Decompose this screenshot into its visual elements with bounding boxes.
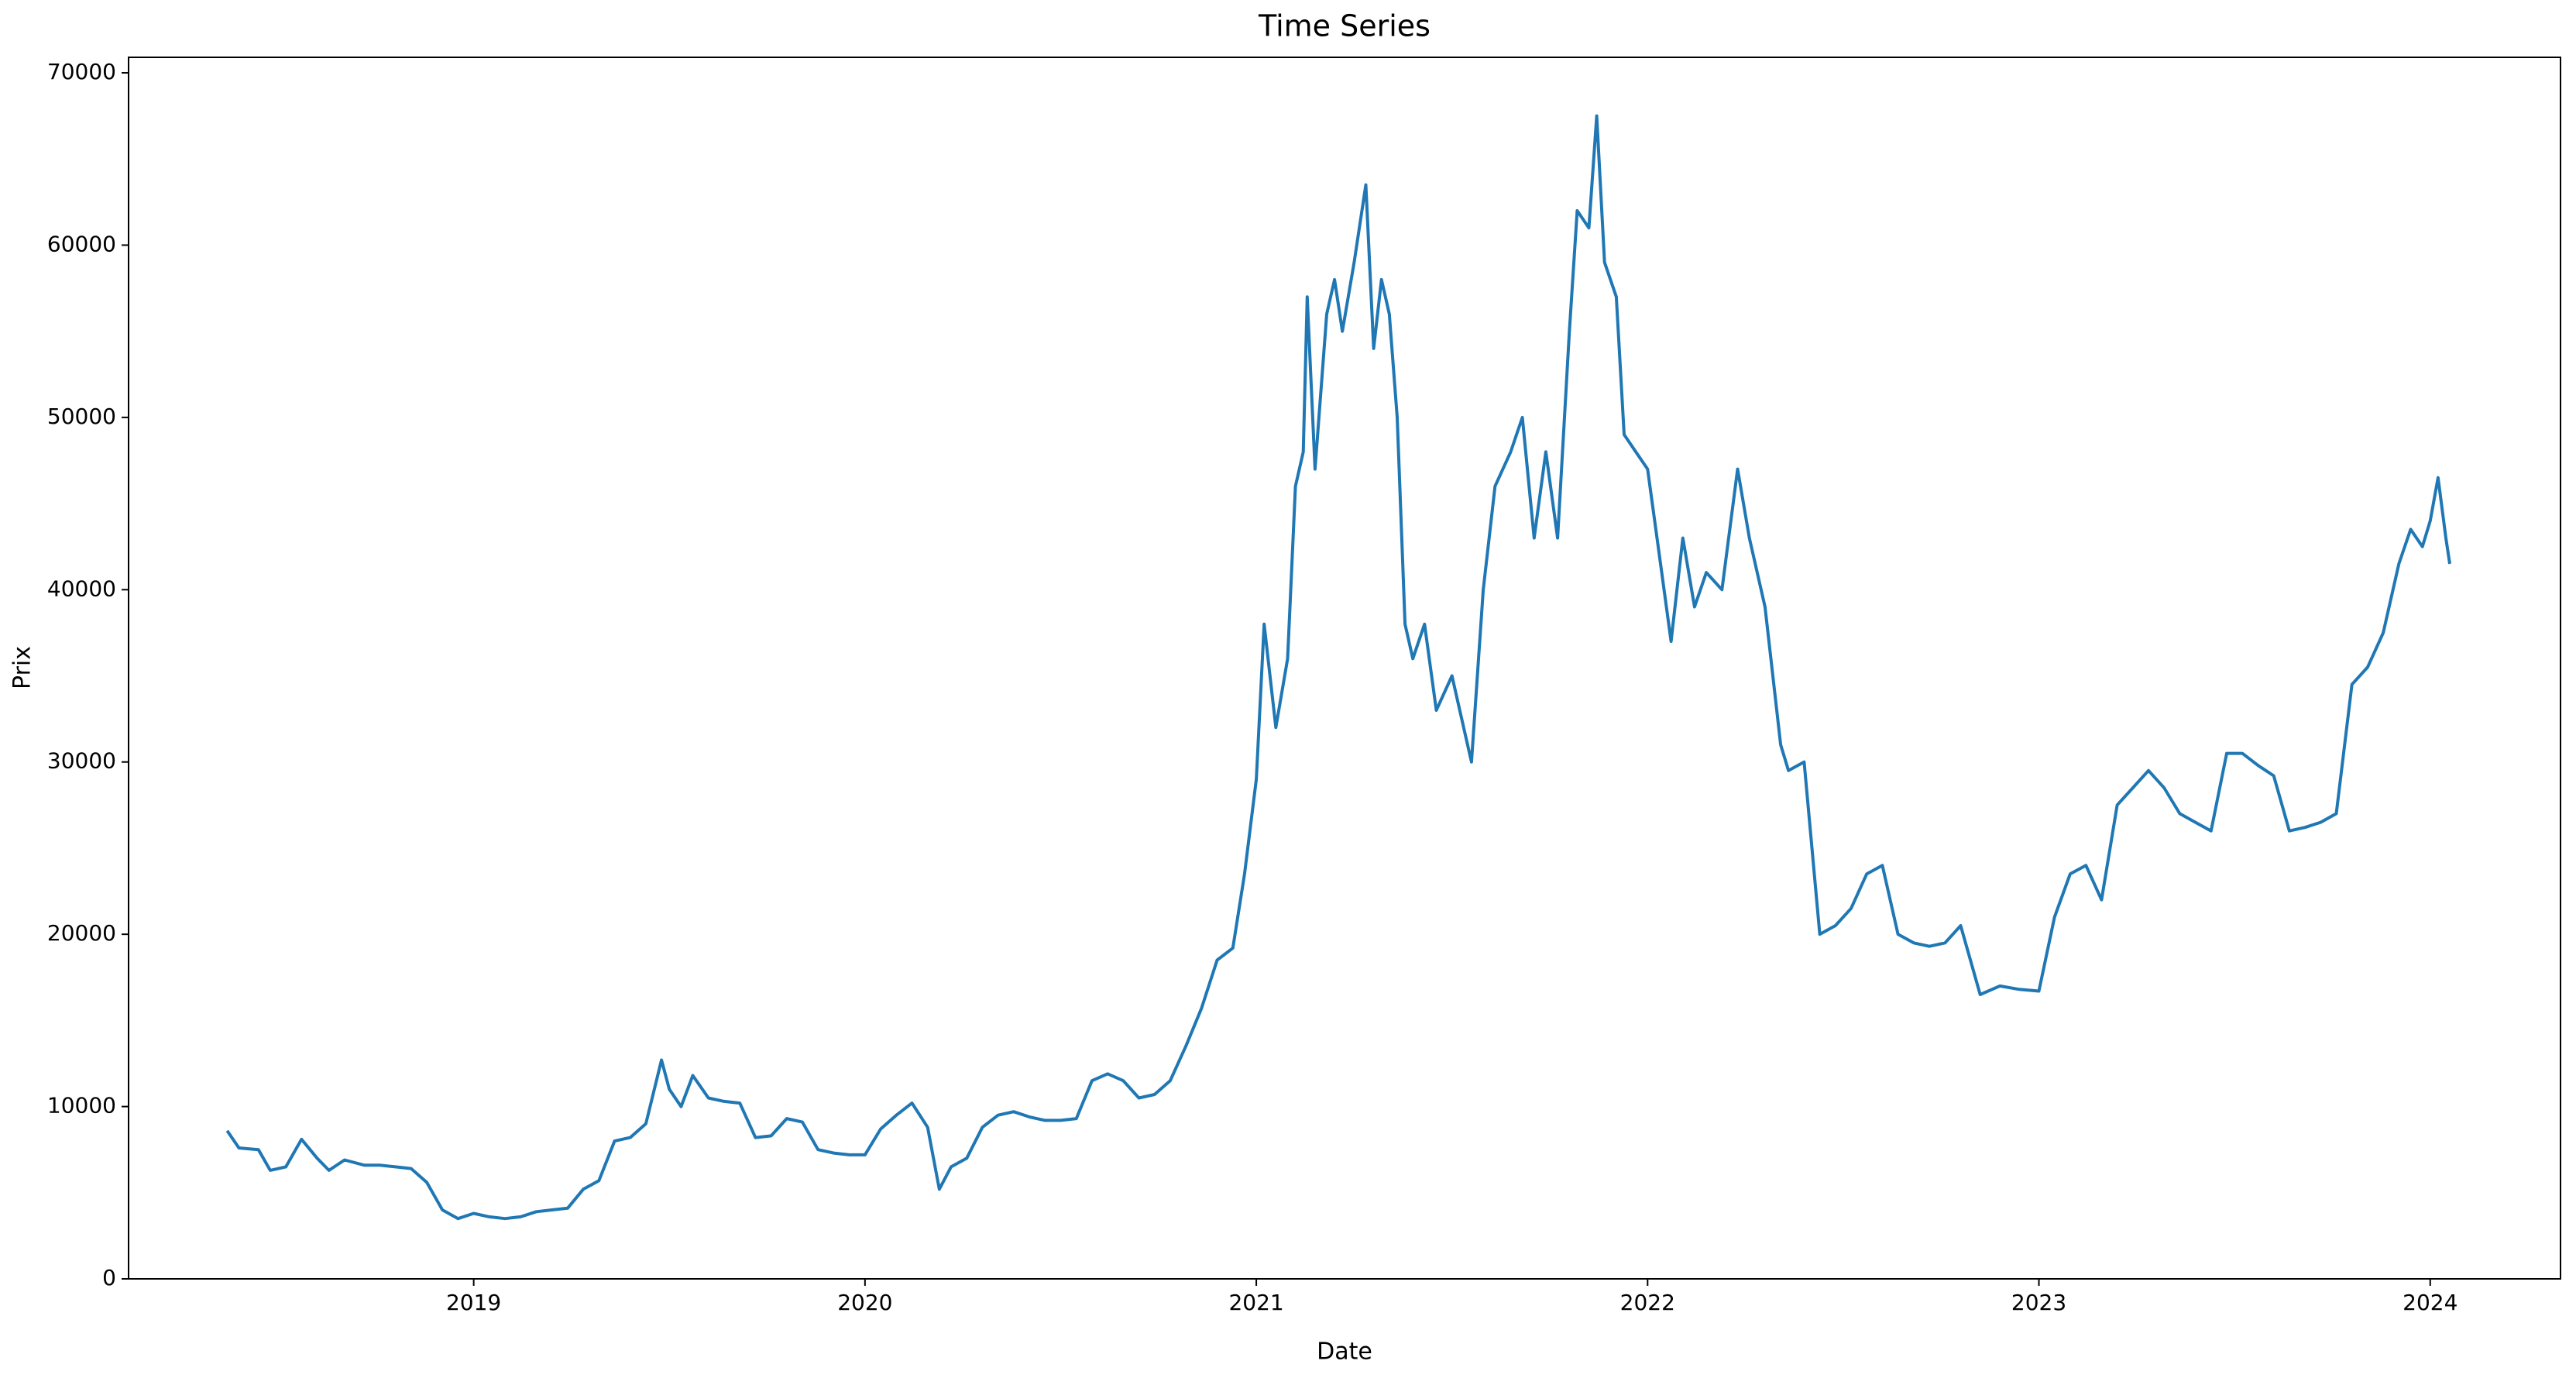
x-tick-label: 2022 <box>1620 1290 1675 1315</box>
y-axis-label: Prix <box>9 646 36 689</box>
y-tick-label: 20000 <box>47 920 116 946</box>
x-axis-label: Date <box>1317 1338 1372 1366</box>
x-tick-label: 2020 <box>837 1290 892 1315</box>
y-tick-label: 10000 <box>47 1093 116 1119</box>
x-tick-label: 2024 <box>2403 1290 2458 1315</box>
y-tick-label: 70000 <box>47 59 116 84</box>
price-line <box>225 114 2451 1221</box>
y-tick-label: 40000 <box>47 576 116 601</box>
y-tick-label: 50000 <box>47 404 116 429</box>
y-tick-label: 60000 <box>47 231 116 256</box>
y-tick-label: 30000 <box>47 748 116 774</box>
x-tick-label: 2023 <box>2011 1290 2066 1315</box>
y-tick-label: 0 <box>102 1265 116 1290</box>
chart-title: Time Series <box>1258 9 1431 43</box>
x-tick-label: 2019 <box>446 1290 501 1315</box>
x-tick-label: 2021 <box>1228 1290 1283 1315</box>
plot-frame <box>128 57 2561 1280</box>
